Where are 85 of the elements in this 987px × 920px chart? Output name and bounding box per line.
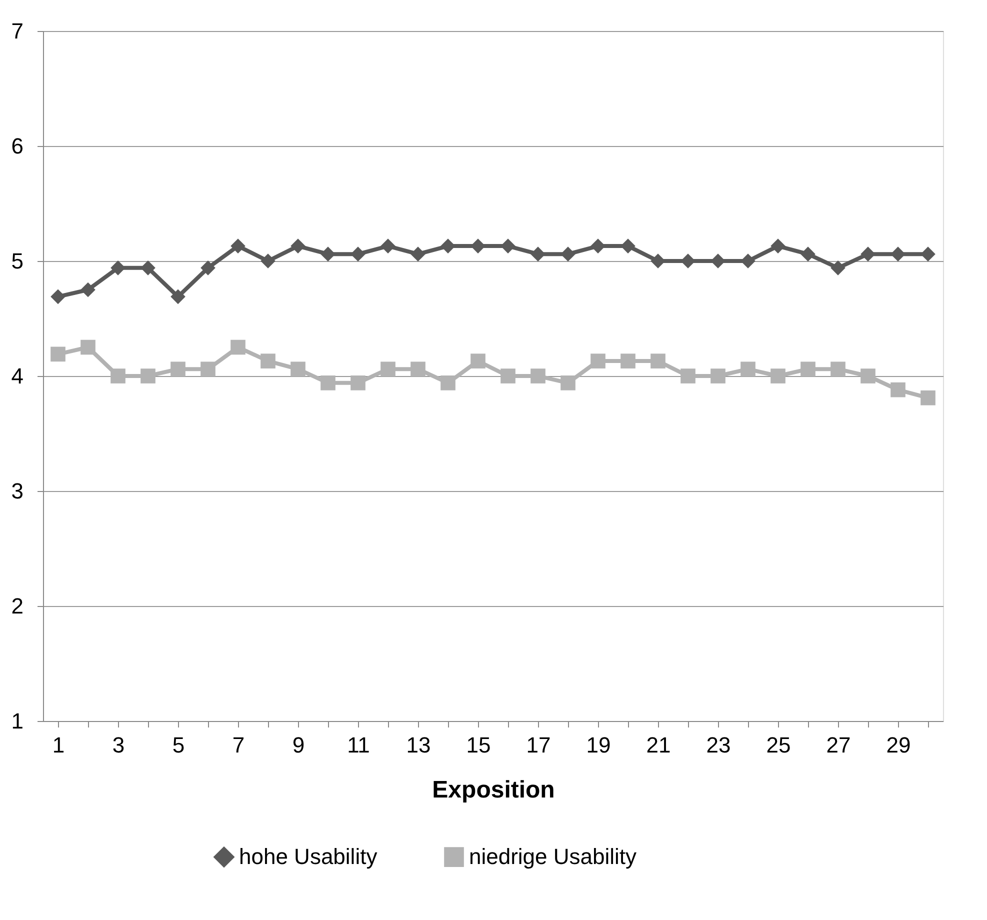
x-axis-title: Exposition	[432, 776, 555, 804]
point	[470, 238, 486, 254]
y-tick-label: 4	[11, 364, 24, 388]
point	[140, 260, 156, 276]
point	[500, 368, 516, 384]
legend-label: niedrige Usability	[469, 844, 637, 870]
point	[440, 238, 456, 254]
point	[260, 354, 276, 368]
point	[620, 354, 636, 368]
point	[440, 375, 456, 390]
point	[320, 375, 336, 390]
point	[650, 354, 666, 368]
point	[770, 368, 786, 384]
point	[200, 362, 216, 377]
y-tick-label: 3	[11, 478, 24, 504]
point	[530, 246, 546, 262]
point	[290, 362, 306, 377]
y-tick-label: 1	[11, 708, 24, 734]
point	[560, 246, 576, 262]
point	[410, 362, 426, 377]
x-tick-label: 3	[112, 732, 125, 758]
x-tick-label: 7	[232, 732, 245, 758]
legend-label: hohe Usability	[239, 844, 378, 870]
point	[890, 382, 906, 398]
point	[230, 340, 246, 355]
x-tick-label: 13	[406, 732, 431, 758]
point	[680, 254, 696, 268]
point	[680, 368, 696, 384]
point	[80, 340, 96, 355]
point	[410, 246, 426, 262]
x-tick-label: 29	[886, 732, 911, 758]
point	[500, 238, 516, 254]
x-tick-label: 11	[347, 732, 370, 758]
point	[860, 368, 876, 384]
point	[740, 254, 756, 268]
point	[920, 246, 936, 262]
x-tick-label: 25	[766, 732, 791, 758]
point	[710, 368, 726, 384]
x-tick-label: 19	[586, 732, 611, 758]
x-tick-label: 1	[52, 732, 65, 758]
x-tick-label: 17	[526, 732, 551, 758]
point	[710, 254, 726, 268]
point	[590, 238, 606, 254]
point	[350, 246, 366, 262]
point	[770, 238, 786, 254]
x-tick-label: 9	[292, 732, 305, 758]
point	[860, 246, 876, 262]
point	[200, 260, 216, 276]
point	[890, 246, 906, 262]
point	[590, 354, 606, 368]
point	[740, 362, 756, 377]
point	[110, 368, 126, 384]
point	[800, 362, 816, 377]
x-tick-label: 5	[172, 732, 185, 758]
point	[530, 368, 546, 384]
point	[230, 238, 246, 254]
point	[350, 375, 366, 390]
point	[620, 238, 636, 254]
point	[380, 362, 396, 377]
point	[50, 346, 66, 362]
y-tick-label: 2	[11, 594, 24, 618]
y-tick-label: 7	[11, 18, 24, 44]
point	[260, 254, 276, 268]
x-tick-label: 15	[466, 732, 491, 758]
point	[560, 375, 576, 390]
point	[830, 260, 846, 276]
x-tick-label: 21	[646, 732, 671, 758]
y-tick-label: 6	[11, 134, 24, 158]
point	[800, 246, 816, 262]
point	[320, 246, 336, 262]
point	[80, 282, 96, 298]
point	[50, 289, 66, 304]
point	[290, 238, 306, 254]
point	[920, 390, 936, 406]
x-tick-label: 27	[826, 732, 851, 758]
point	[470, 354, 486, 368]
point	[110, 260, 126, 276]
point	[170, 362, 186, 377]
point	[140, 368, 156, 384]
point	[830, 362, 846, 377]
point	[650, 254, 666, 268]
x-tick-label: 23	[706, 732, 731, 758]
point	[380, 238, 396, 254]
point	[170, 289, 186, 304]
y-tick-label: 5	[11, 248, 24, 274]
